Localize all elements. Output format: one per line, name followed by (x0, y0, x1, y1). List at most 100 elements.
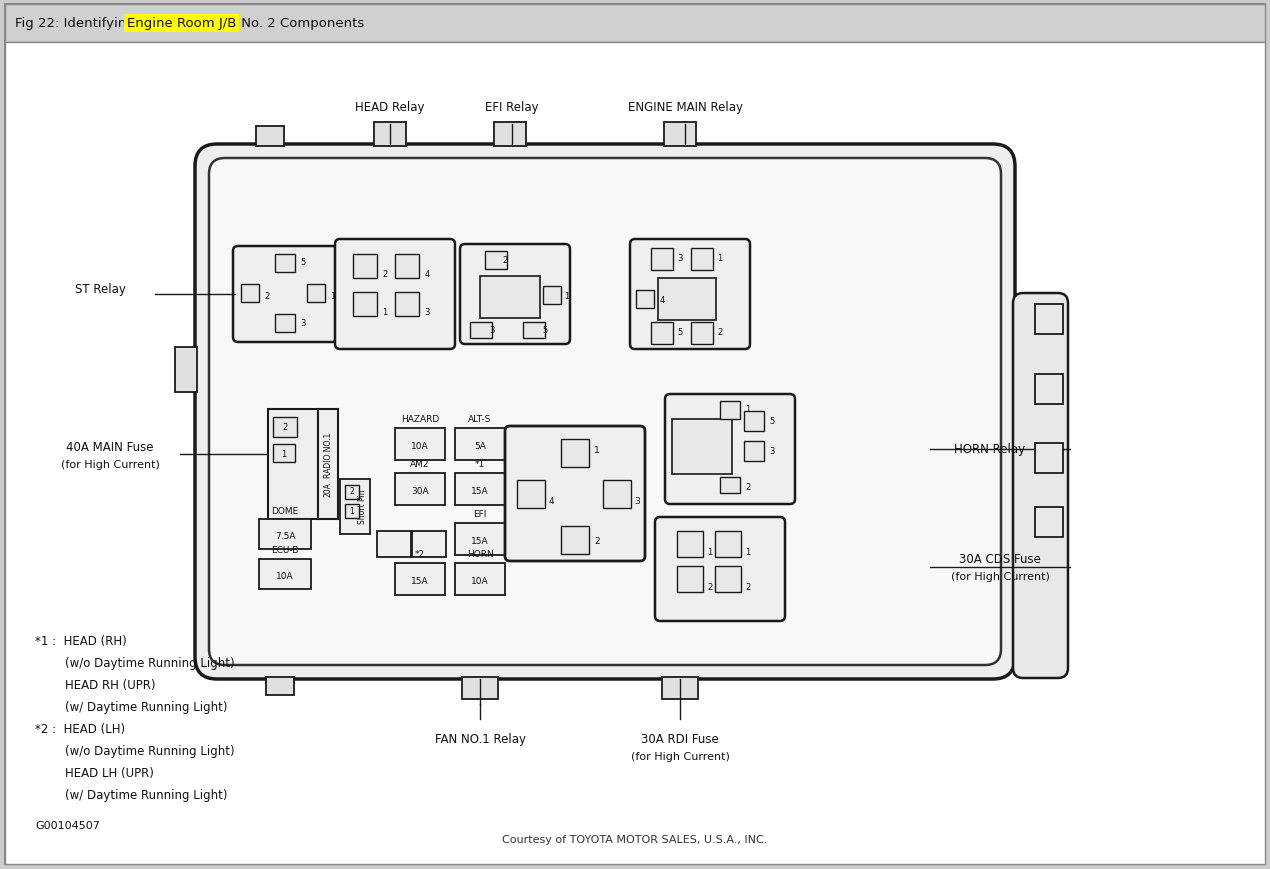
Bar (1035, 507, 1063, 537)
Text: HEAD RH (UPR): HEAD RH (UPR) (36, 678, 155, 691)
Text: 5A: 5A (474, 442, 486, 451)
Text: (w/o Daytime Running Light): (w/o Daytime Running Light) (36, 656, 235, 669)
Bar (340, 480, 370, 534)
Bar (455, 563, 505, 595)
Text: EFI Relay: EFI Relay (485, 102, 538, 115)
Text: 2: 2 (718, 328, 723, 337)
Text: 1: 1 (718, 255, 723, 263)
Text: RADIO NO.1: RADIO NO.1 (324, 432, 333, 477)
Bar (691, 249, 712, 270)
Bar (345, 486, 359, 500)
Text: ECU-B: ECU-B (272, 546, 298, 555)
Bar (395, 293, 419, 316)
Text: FAN NO.1 Relay: FAN NO.1 Relay (434, 733, 526, 746)
Bar (636, 290, 654, 308)
Text: 10A: 10A (411, 442, 429, 451)
Text: (w/ Daytime Running Light): (w/ Daytime Running Light) (36, 788, 227, 801)
Text: AM2: AM2 (410, 460, 429, 469)
Bar (494, 123, 526, 147)
Text: 15A: 15A (471, 487, 489, 496)
Bar (523, 322, 545, 339)
Bar (561, 527, 589, 554)
Text: *2 :  HEAD (LH): *2 : HEAD (LH) (36, 722, 126, 735)
Bar (377, 531, 411, 557)
Text: 2: 2 (282, 423, 287, 432)
Bar (395, 255, 419, 279)
Text: ALT-S: ALT-S (469, 415, 491, 424)
Bar (273, 417, 297, 437)
Text: 7.5A: 7.5A (274, 532, 295, 541)
Bar (395, 428, 444, 461)
Text: 2: 2 (707, 583, 712, 592)
FancyBboxPatch shape (460, 245, 570, 345)
FancyBboxPatch shape (210, 159, 1001, 666)
Text: 5: 5 (301, 258, 306, 267)
Text: 4: 4 (659, 296, 664, 305)
Bar (744, 441, 765, 461)
Text: Fig 22: Identifying: Fig 22: Identifying (15, 17, 138, 30)
Bar (353, 293, 377, 316)
Bar (175, 348, 197, 393)
Text: (for High Current): (for High Current) (631, 751, 729, 761)
Text: 30A CDS Fuse: 30A CDS Fuse (959, 553, 1041, 566)
Bar (395, 474, 444, 506)
Bar (353, 255, 377, 279)
Text: No. 2 Components: No. 2 Components (237, 17, 364, 30)
Bar (662, 677, 699, 700)
FancyBboxPatch shape (335, 240, 455, 349)
Bar (691, 322, 712, 345)
Bar (672, 420, 732, 474)
Bar (485, 252, 507, 269)
FancyBboxPatch shape (655, 517, 785, 621)
Text: ENGINE MAIN Relay: ENGINE MAIN Relay (627, 102, 743, 115)
Text: 1: 1 (349, 506, 354, 515)
Text: *1 :  HEAD (RH): *1 : HEAD (RH) (36, 634, 127, 647)
Text: 2: 2 (503, 256, 508, 265)
Text: 1: 1 (564, 292, 570, 302)
Bar (677, 567, 704, 593)
Text: 20A: 20A (324, 482, 333, 497)
Text: 2: 2 (745, 483, 751, 492)
Text: 2: 2 (382, 270, 387, 279)
Text: 15A: 15A (471, 537, 489, 546)
Text: 5: 5 (542, 326, 547, 335)
Bar (715, 531, 740, 557)
Text: 3: 3 (677, 255, 683, 263)
Text: 3: 3 (770, 447, 775, 456)
Text: (for High Current): (for High Current) (61, 460, 160, 469)
Text: 4: 4 (424, 270, 429, 279)
Text: Short Pin: Short Pin (357, 489, 367, 524)
Bar (1035, 305, 1063, 335)
Text: *2: *2 (415, 550, 425, 559)
Text: (w/o Daytime Running Light): (w/o Daytime Running Light) (36, 744, 235, 757)
Bar (677, 531, 704, 557)
Text: 1: 1 (745, 405, 751, 414)
FancyBboxPatch shape (1013, 294, 1068, 678)
Text: 3: 3 (424, 308, 429, 317)
Text: DOME: DOME (272, 506, 298, 515)
Bar (411, 531, 446, 557)
Text: 10A: 10A (471, 577, 489, 586)
Text: 5: 5 (770, 417, 775, 426)
Text: *1: *1 (475, 460, 485, 469)
Bar (744, 412, 765, 432)
Bar (720, 477, 740, 494)
Bar (276, 255, 295, 273)
Text: 30A: 30A (411, 487, 429, 496)
Text: 5: 5 (677, 328, 683, 337)
Bar (345, 504, 359, 519)
Bar (395, 563, 444, 595)
Bar (257, 127, 284, 147)
Text: 10A: 10A (276, 572, 293, 580)
Bar (276, 315, 295, 333)
Bar (1035, 375, 1063, 405)
FancyBboxPatch shape (665, 395, 795, 504)
Bar (455, 474, 505, 506)
FancyBboxPatch shape (630, 240, 751, 349)
Bar (603, 481, 631, 508)
Text: (w/ Daytime Running Light): (w/ Daytime Running Light) (36, 700, 227, 713)
Text: 1: 1 (282, 450, 287, 459)
Text: 1: 1 (594, 446, 599, 455)
Text: 1: 1 (382, 308, 387, 317)
Text: 4: 4 (549, 497, 554, 506)
